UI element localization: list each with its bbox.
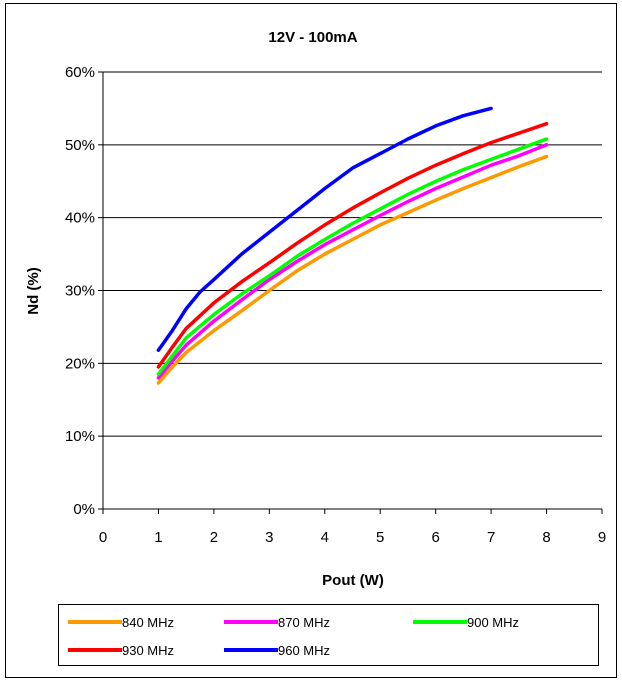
x-tick-label: 0 [99,529,107,546]
y-tick-label: 20% [65,355,95,372]
legend-label: 930 MHz [122,643,174,658]
series-line-2 [156,137,549,377]
x-tick-label: 4 [321,529,329,546]
x-tick-label: 5 [376,529,384,546]
figure-border [5,3,617,678]
x-tick-labels: 0 1 2 3 4 5 6 7 8 9 [99,509,606,546]
y-tick-label: 30% [65,283,95,300]
legend-entries: 840 MHz 870 MHz 900 MHz 930 MHz 960 MHz [68,615,519,658]
x-tick-label: 1 [154,529,162,546]
y-tick-label: 0% [73,501,95,518]
x-tick-label: 8 [542,529,550,546]
x-tick-label: 7 [487,529,495,546]
plot-series [156,106,549,385]
legend-label: 870 MHz [278,615,330,630]
y-axis-title: Nd (%) [25,267,42,315]
legend-label: 960 MHz [278,643,330,658]
x-tick-label: 9 [598,529,606,546]
x-tick-label: 6 [431,529,439,546]
chart-title: 12V - 100mA [268,29,357,46]
series-line-3 [156,121,549,369]
legend-label: 840 MHz [122,615,174,630]
legend-box [58,604,599,666]
y-tick-label: 40% [65,210,95,227]
y-tick-label: 10% [65,428,95,445]
y-tick-labels: 0% 10% 20% 30% 40% 50% 60% [65,64,95,518]
y-tick-label: 50% [65,137,95,154]
y-tick-label: 60% [65,64,95,81]
series-line-0 [156,154,549,385]
axes [102,72,602,510]
series-line-1 [156,143,549,380]
series-line-4 [156,106,493,352]
x-axis-title: Pout (W) [322,572,384,589]
gridlines [98,71,602,510]
x-tick-label: 2 [210,529,218,546]
x-tick-label: 3 [265,529,273,546]
legend-label: 900 MHz [467,615,519,630]
legend: 840 MHz 870 MHz 900 MHz 930 MHz 960 MHz [58,604,599,666]
